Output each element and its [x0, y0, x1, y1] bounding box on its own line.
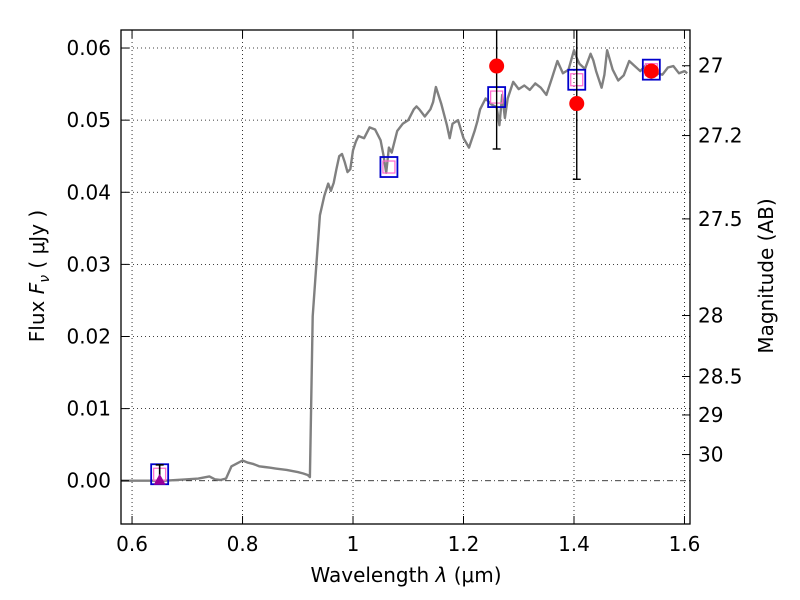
y-tick-label: 0.06 [66, 36, 111, 60]
model-photometry-inner-square [382, 160, 396, 174]
y-tick-label: 0.04 [66, 180, 111, 204]
upper-limit-marker [153, 473, 166, 485]
x-tick-label: 1 [347, 532, 360, 556]
x-tick-label: 1.2 [448, 532, 480, 556]
y-tick-label: 0.00 [66, 469, 111, 493]
y2-tick-label: 28 [698, 304, 723, 328]
x-tick-label: 0.8 [227, 532, 259, 556]
axis-ticks [121, 30, 690, 524]
y-axis-label: Flux Fν ( μJy ) [25, 210, 53, 342]
x-tick-label: 0.6 [116, 532, 148, 556]
grid-lines [121, 30, 690, 524]
y-tick-label: 0.03 [66, 252, 111, 276]
observed-point [569, 96, 585, 112]
model-spectrum-line [121, 49, 688, 482]
x-tick-label: 1.4 [558, 532, 590, 556]
model-photometry-square [641, 58, 661, 81]
y2-axis-label: Magnitude (AB) [754, 198, 778, 353]
x-axis-label: Wavelength λ (μm) [310, 563, 501, 587]
tick-labels: 0.6 0.8 1 1.2 1.4 1.6 0.00 0.01 0.02 0.03 0.04 0.05… [66, 36, 742, 556]
data-series [121, 30, 688, 486]
y-tick-label: 0.01 [66, 397, 111, 421]
y2-tick-label: 30 [698, 443, 723, 467]
observed-point [489, 58, 505, 74]
observed-point [643, 63, 659, 79]
y2-tick-label: 27.2 [698, 124, 743, 148]
y2-tick-label: 29 [698, 403, 723, 427]
y2-tick-label: 28.5 [698, 364, 743, 388]
y-tick-label: 0.02 [66, 324, 111, 348]
x-tick-label: 1.6 [669, 532, 701, 556]
y2-tick-label: 27.5 [698, 207, 743, 231]
y2-tick-label: 27 [698, 54, 723, 78]
model-photometry-square [379, 156, 399, 178]
y-tick-label: 0.05 [66, 108, 111, 132]
plot-frame [120, 29, 691, 525]
